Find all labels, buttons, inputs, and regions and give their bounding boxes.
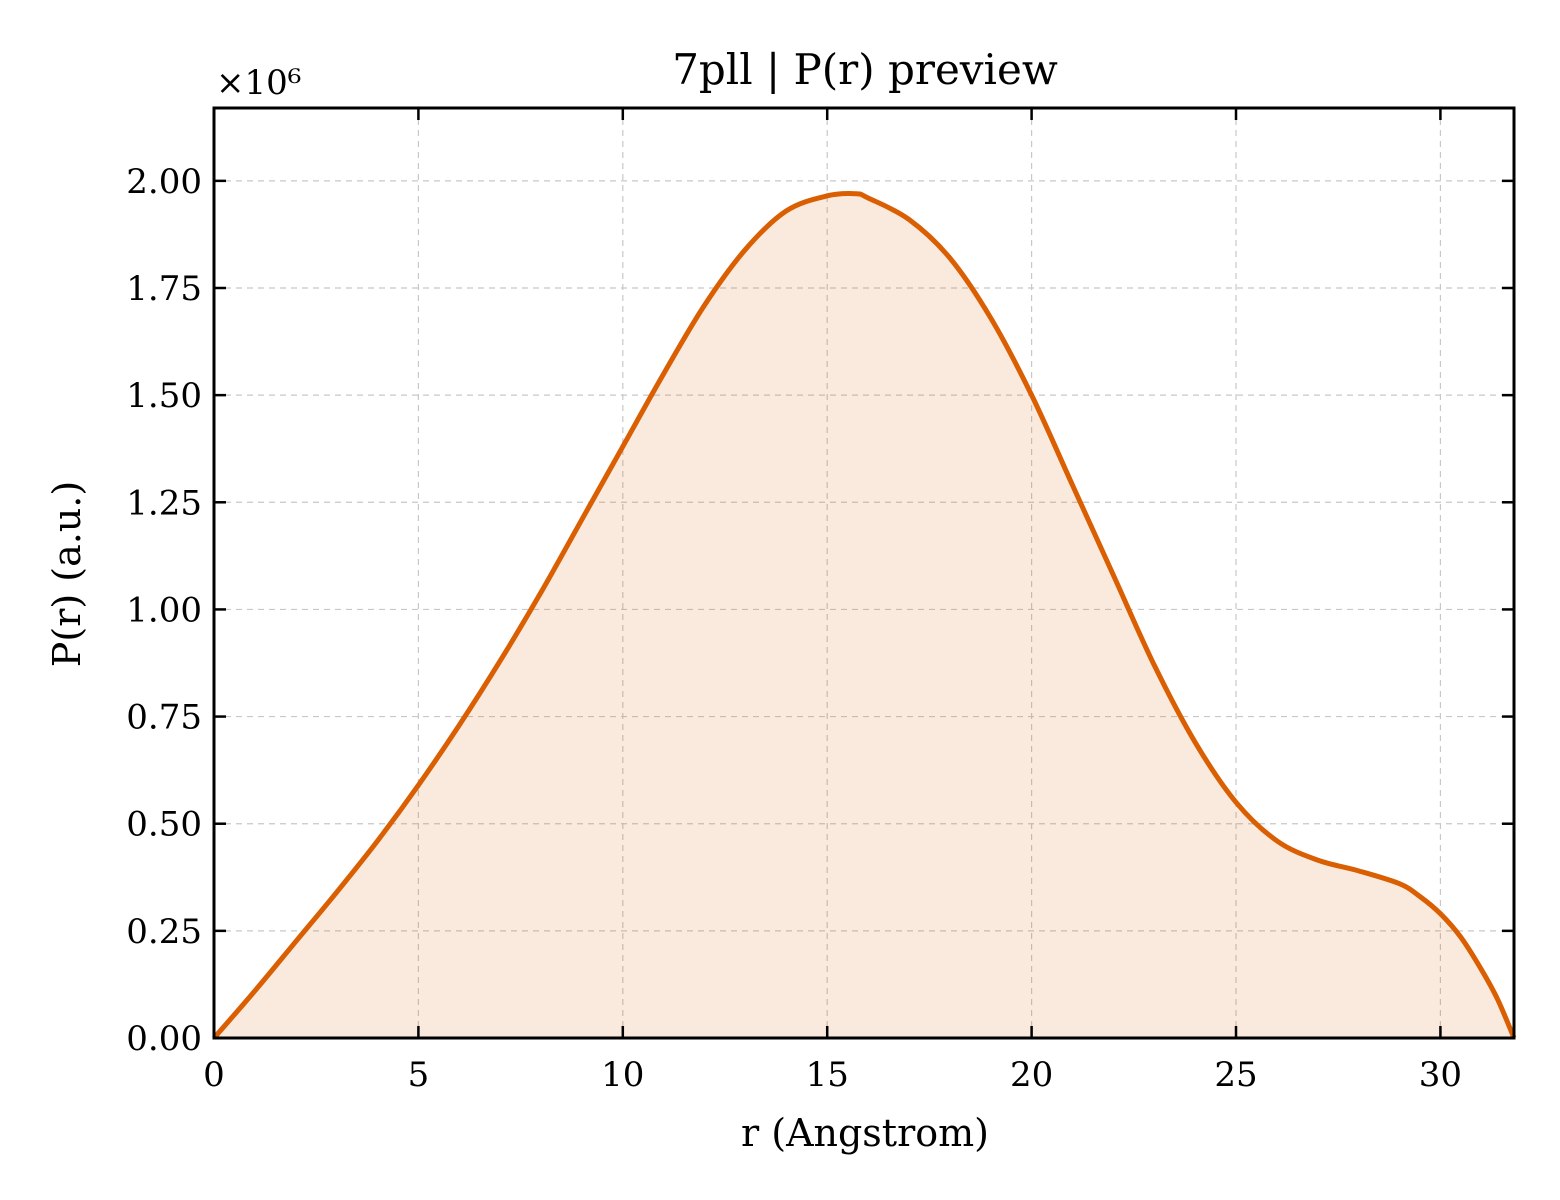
y-tick-label: 1.75 [126, 269, 202, 309]
y-tick-label: 1.25 [126, 483, 202, 523]
x-axis-label: r (Angstrom) [741, 1111, 989, 1155]
chart-title: 7pll | P(r) preview [672, 45, 1058, 94]
x-tick-label: 10 [601, 1055, 644, 1095]
y-axis-label: P(r) (a.u.) [45, 481, 89, 667]
x-tick-label: 15 [806, 1055, 849, 1095]
x-tick-label: 30 [1419, 1055, 1462, 1095]
y-axis: 0.00 0.25 0.50 0.75 1.00 1.25 1.50 1.75 2.00 [126, 162, 1514, 1059]
x-tick-label: 5 [408, 1055, 430, 1095]
x-axis: 0 5 10 15 20 25 30 [203, 108, 1462, 1095]
y-tick-label: 1.50 [126, 376, 202, 416]
y-tick-label: 2.00 [126, 162, 202, 202]
y-tick-label: 0.50 [126, 805, 202, 845]
area-fill [214, 193, 1514, 1038]
y-tick-label: 1.00 [126, 590, 202, 630]
x-tick-label: 25 [1214, 1055, 1257, 1095]
plot-frame [212, 106, 1516, 1040]
series-line [212, 190, 1517, 1040]
y-multiplier: ×10⁶ [216, 63, 301, 103]
x-tick-label: 20 [1010, 1055, 1053, 1095]
x-tick-label: 0 [203, 1055, 225, 1095]
y-tick-label: 0.00 [126, 1019, 202, 1059]
y-tick-label: 0.25 [126, 912, 202, 952]
y-tick-label: 0.75 [126, 698, 202, 738]
grid [214, 108, 1514, 1038]
